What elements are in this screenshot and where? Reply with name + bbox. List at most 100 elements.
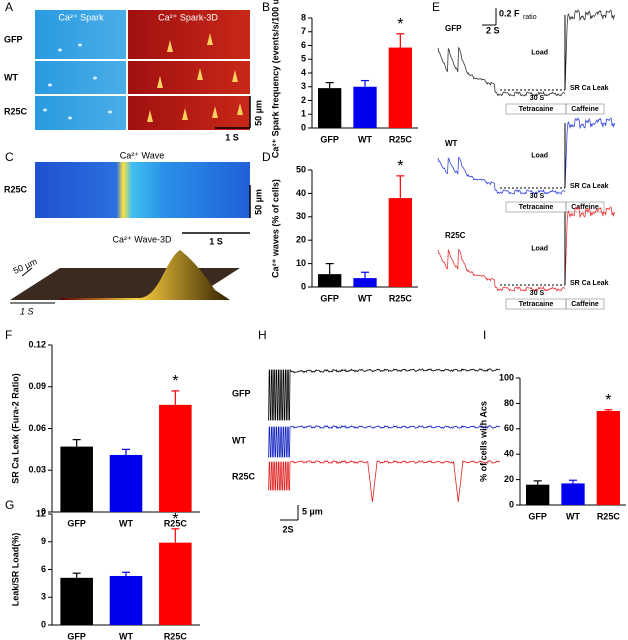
y-tick-label: 1 <box>301 109 306 119</box>
y-axis-label: Ca²⁺ Spark frequency (events/s/100 um) <box>270 0 280 158</box>
spark-peak <box>207 33 213 45</box>
significance-mark: * <box>605 392 611 409</box>
scale-label: 5 µm <box>302 506 323 516</box>
spark-spot <box>93 76 97 80</box>
panel-letter: C <box>5 150 14 164</box>
row-label: GFP <box>4 34 23 44</box>
annotation: Tetracaine <box>519 204 554 211</box>
y-tick-label: 0.12 <box>28 339 46 349</box>
wave-3d-peak <box>60 250 230 300</box>
spark-spot <box>108 110 112 114</box>
y-tick-label: 0.03 <box>28 465 46 475</box>
y-tick-label: 10 <box>296 258 306 268</box>
row-label: WT <box>232 435 246 445</box>
scale-label: 50 µm <box>253 100 263 126</box>
panel-letter: E <box>432 0 440 14</box>
drug-box <box>565 298 605 310</box>
y-tick-label: 9 <box>41 536 46 546</box>
scale-label: 2S <box>282 524 293 534</box>
panel-letter: A <box>5 0 13 14</box>
x-tick-label: WT <box>358 293 372 303</box>
x-tick-label: WT <box>119 518 133 528</box>
y-tick-label: 3 <box>41 592 46 602</box>
x-tick-label: GFP <box>320 134 339 144</box>
spark-peak <box>157 76 163 88</box>
y-tick-label: 2 <box>301 95 306 105</box>
y-tick-label: 0 <box>509 499 514 509</box>
spark-peak <box>182 108 188 120</box>
y-tick-label: 20 <box>504 474 514 484</box>
y-tick-label: 0 <box>301 281 306 291</box>
x-tick-label: R25C <box>164 518 188 528</box>
panel-letter: G <box>5 498 14 512</box>
row-label: R25C <box>4 106 28 116</box>
row-label: R25C <box>4 184 28 194</box>
image-title: Ca²⁺ Spark-3D <box>158 12 218 22</box>
annotation: SR Ca Leak <box>570 280 609 287</box>
annotation: 30 S <box>530 95 545 102</box>
row-label: R25C <box>445 231 466 240</box>
annotation: Caffeine <box>571 106 599 113</box>
y-tick-label: 100 <box>499 372 514 382</box>
image-title: Ca²⁺ Wave-3D <box>113 234 172 244</box>
x-tick-label: R25C <box>164 631 188 640</box>
y-tick-label: 0.09 <box>28 381 46 391</box>
image-title: Ca²⁺ Wave <box>120 150 164 160</box>
annotation: Load <box>531 245 548 252</box>
panel-letter: I <box>483 328 486 342</box>
annotation: Load <box>531 49 548 56</box>
bar <box>109 454 143 512</box>
annotation: SR Ca Leak <box>570 85 609 92</box>
y-tick-label: 20 <box>296 235 306 245</box>
significance-mark: * <box>397 158 403 175</box>
spark-spot <box>48 83 52 87</box>
y-tick-label: 4 <box>301 67 306 77</box>
annotation: Load <box>531 152 548 159</box>
x-tick-label: GFP <box>528 511 547 521</box>
trace <box>437 46 566 98</box>
panel-letter: F <box>5 328 12 342</box>
trace <box>564 206 616 286</box>
image-title: Ca²⁺ Spark <box>58 12 104 22</box>
scale-bar <box>21 267 33 277</box>
y-tick-label: 0 <box>41 619 46 629</box>
spark-peak <box>237 103 243 115</box>
significance-mark: * <box>172 373 178 390</box>
y-tick-label: 40 <box>504 449 514 459</box>
bar <box>159 542 192 625</box>
spark-spot <box>68 116 72 120</box>
significance-mark: * <box>397 16 403 33</box>
spark-spot <box>58 48 62 52</box>
y-tick-label: 5 <box>301 54 306 64</box>
spark-peak <box>167 40 173 52</box>
annotation: 30 S <box>530 290 545 297</box>
annotation: 30 S <box>530 193 545 200</box>
annotation: Tetracaine <box>519 106 554 113</box>
x-tick-label: R25C <box>389 293 413 303</box>
y-axis-label: Ca²⁺ waves (% of cells) <box>270 179 280 278</box>
drug-box <box>565 201 605 213</box>
significance-mark: * <box>172 511 178 528</box>
trace <box>268 459 501 503</box>
wave-image <box>35 162 250 218</box>
spark-image <box>35 10 127 130</box>
spark-3d-image <box>127 10 250 130</box>
row-label: WT <box>4 72 18 82</box>
drug-box <box>565 103 605 115</box>
bar <box>561 483 585 505</box>
y-tick-label: 0 <box>301 122 306 132</box>
bar <box>353 278 377 287</box>
bar <box>388 47 412 128</box>
panel-letter: D <box>262 150 271 164</box>
y-tick-label: 0.06 <box>28 423 46 433</box>
row-label: WT <box>445 139 458 148</box>
annotation: Tetracaine <box>519 301 554 308</box>
bar <box>596 411 620 505</box>
bar <box>318 274 342 287</box>
trace <box>437 248 566 293</box>
y-tick-label: 40 <box>296 188 306 198</box>
y-tick-label: 12 <box>36 508 46 518</box>
x-tick-label: WT <box>358 134 372 144</box>
trace <box>437 156 566 196</box>
